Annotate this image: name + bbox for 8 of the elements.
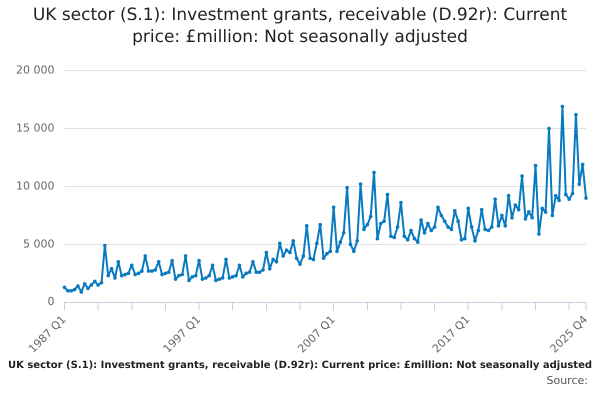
x-axis-title: UK sector (S.1): Investment grants, receivable (D.92r): Current price: £million: Not seasonally adjusted: [6, 359, 594, 372]
chart-title: UK sector (S.1): Investment grants, receivable (D.92r): Current price: £million: Not seasonally adjusted: [32, 4, 568, 49]
y-tick-label: 5 000: [22, 237, 54, 250]
y-tick-label: 15 000: [16, 121, 54, 134]
y-tick-label: 20 000: [16, 63, 54, 76]
y-tick-label: 0: [47, 295, 54, 308]
y-tick-label: 10 000: [16, 179, 54, 192]
source-note: Source:: [546, 373, 589, 387]
